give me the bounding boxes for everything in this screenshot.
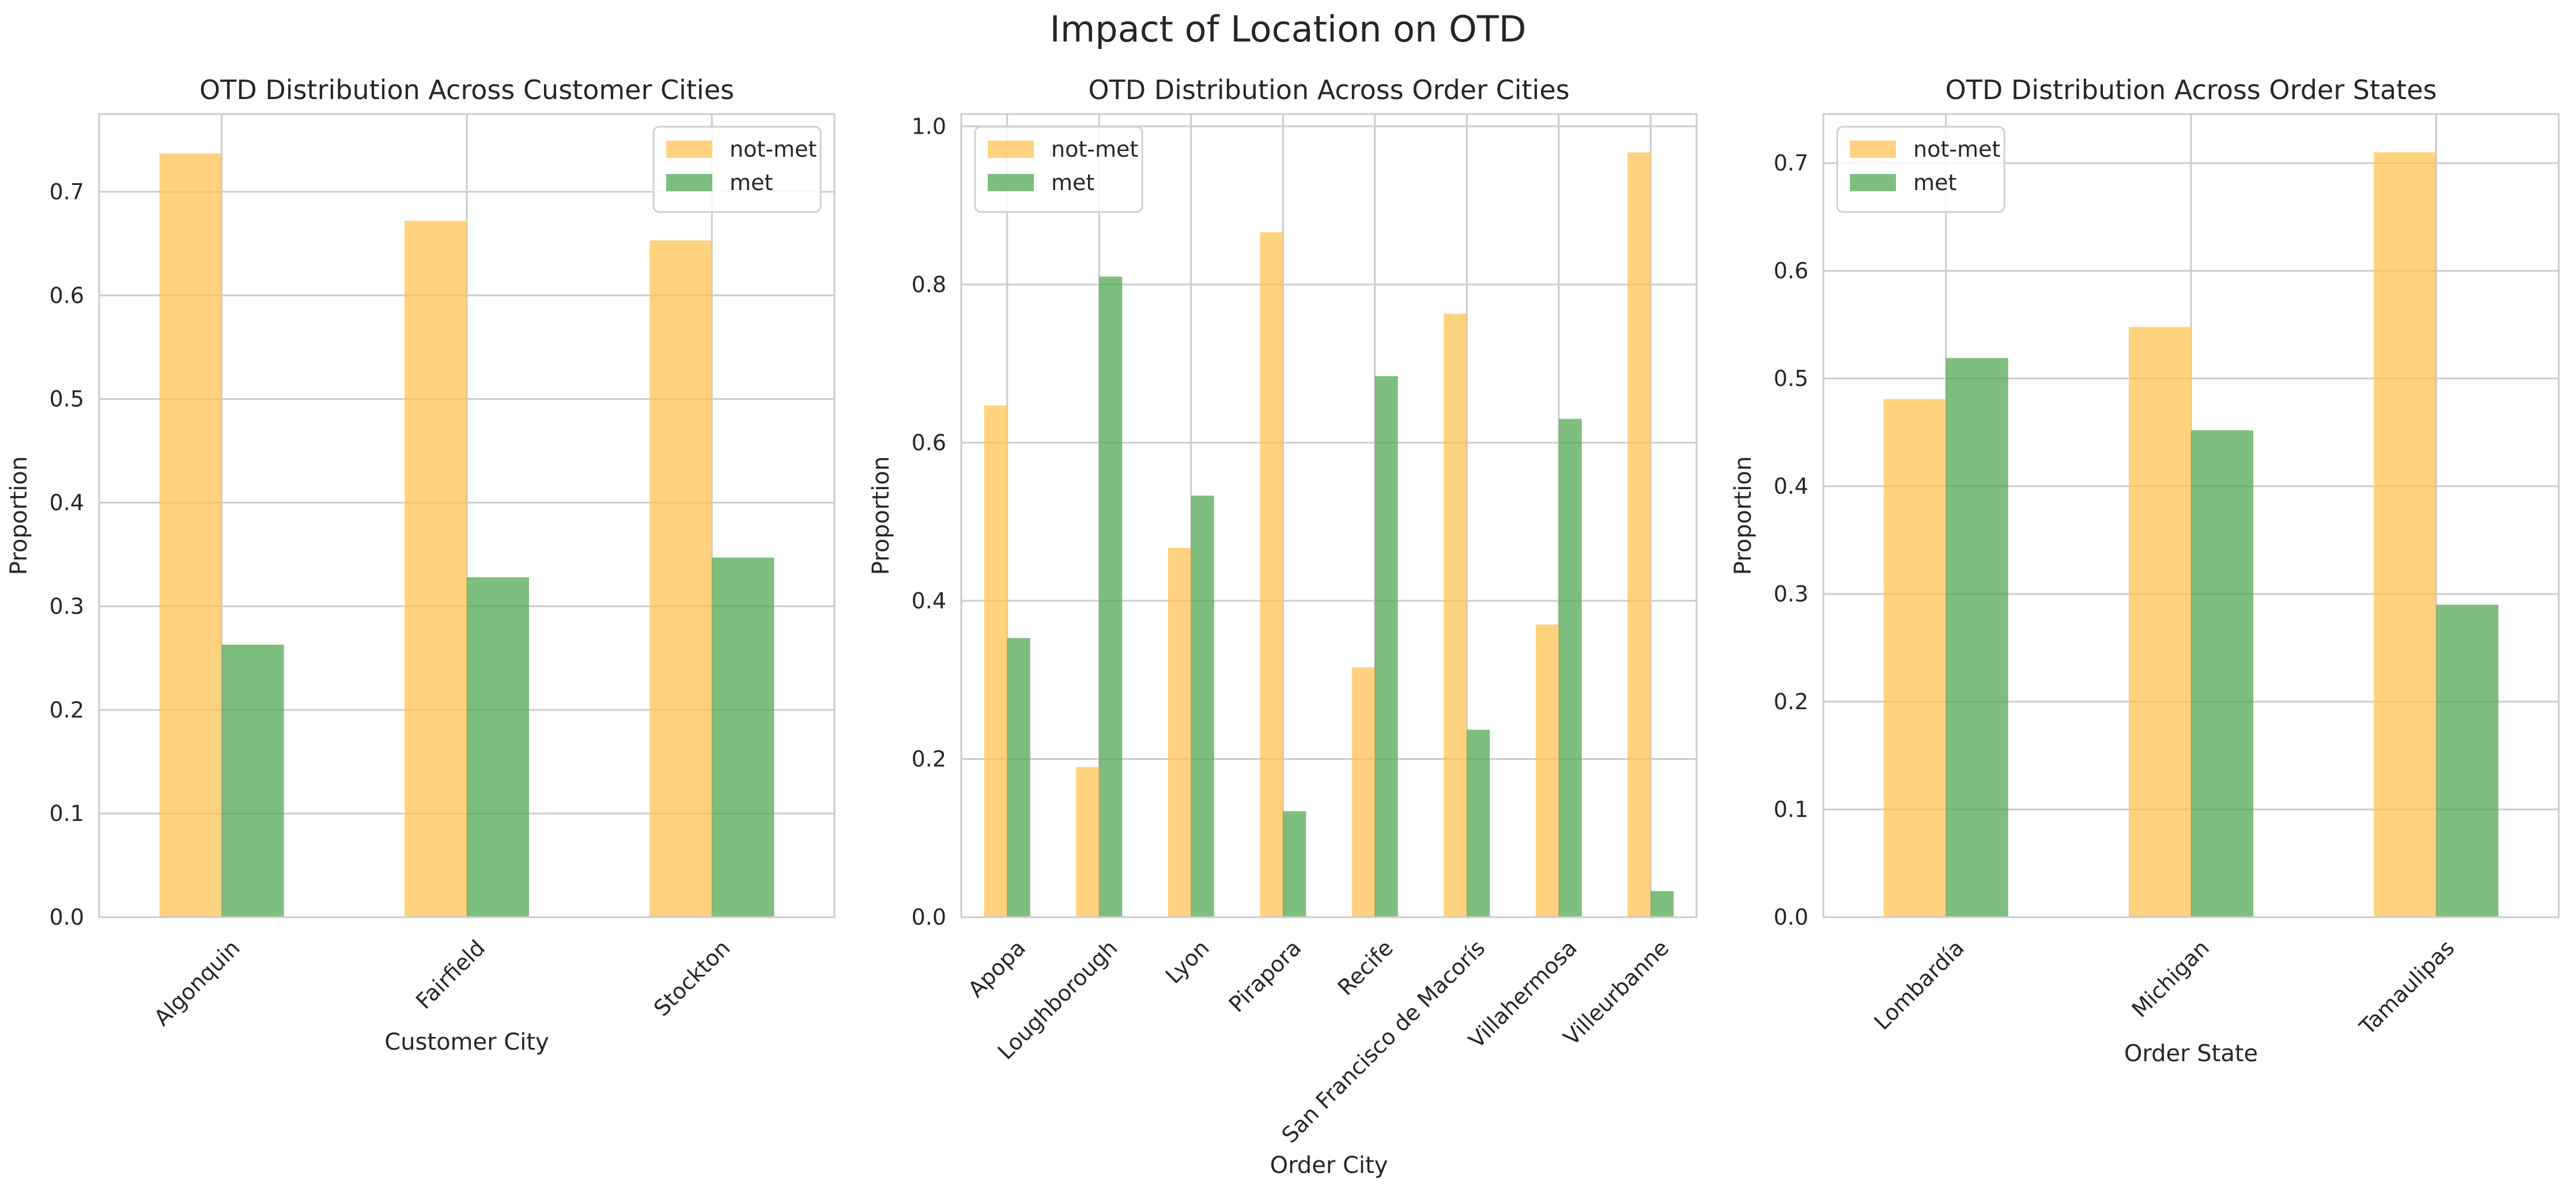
y-tick-label: 0.8 [912,272,946,297]
axes-frame [960,113,1698,918]
y-tick-label: 0.5 [1774,366,1808,391]
y-tick-label: 0.0 [912,904,946,930]
y-tick-label: 0.4 [1774,474,1808,499]
axes-frame [1822,113,2560,918]
chart-title: OTD Distribution Across Order States [1946,74,2437,105]
y-tick-label: 0.4 [912,588,946,614]
y-axis-label: Proportion [1730,456,1757,575]
legend-swatch-not-met [988,141,1034,158]
chart-title: OTD Distribution Across Order Cities [1088,74,1569,105]
bar-met-p2-1 [2191,430,2253,917]
bar-not-met-p0-1 [405,221,467,917]
y-tick-label: 0.2 [50,697,84,722]
y-tick-label: 0.3 [1774,581,1808,607]
bar-met-p1-2 [1191,495,1214,917]
bar-met-p0-1 [467,577,529,917]
bar-met-p1-4 [1374,376,1398,917]
legend-label-met: met [1913,170,1956,195]
legend: not-met met [1836,126,2005,213]
figure-title: Impact of Location on OTD [1050,8,1527,50]
bar-met-p1-0 [1007,638,1030,917]
bar-met-p1-3 [1283,811,1306,917]
y-tick-label: 0.7 [50,179,84,205]
bar-not-met-p2-1 [2129,327,2191,917]
y-tick-label: 0.0 [1774,904,1808,930]
y-tick-label: 0.1 [1774,797,1808,822]
legend: not-met met [974,126,1143,213]
bar-met-p1-6 [1558,419,1582,917]
bar-met-p1-7 [1650,891,1674,917]
legend: not-met met [652,126,822,213]
legend-swatch-not-met [1850,141,1896,158]
bar-not-met-p2-0 [1883,399,1946,917]
x-axis-label: Customer City [384,1029,549,1055]
y-tick-label: 0.6 [1774,258,1808,283]
bar-not-met-p1-0 [984,405,1007,917]
legend-swatch-met [988,174,1034,191]
y-tick-label: 0.2 [912,746,946,771]
bar-not-met-p2-2 [2374,152,2437,917]
axes-frame [98,113,836,918]
legend-label-met: met [1051,170,1094,195]
y-tick-label: 0.0 [50,904,84,930]
y-tick-label: 1.0 [912,113,946,139]
bar-not-met-p1-5 [1444,313,1467,917]
legend-swatch-met [666,174,712,191]
bar-not-met-p1-3 [1260,232,1283,917]
legend-label-not-met: not-met [730,137,817,162]
y-axis-label: Proportion [6,456,32,575]
bar-not-met-p0-2 [649,240,712,917]
bar-not-met-p0-0 [159,153,222,918]
y-tick-label: 0.6 [912,430,946,455]
y-tick-label: 0.4 [50,490,84,516]
bar-met-p0-0 [221,644,284,917]
chart-title: OTD Distribution Across Customer Cities [199,74,734,105]
bar-met-p0-2 [712,557,775,917]
bar-not-met-p1-6 [1535,625,1559,917]
y-tick-label: 0.3 [50,593,84,619]
legend-label-not-met: not-met [1913,137,2000,162]
bar-not-met-p1-2 [1168,547,1191,917]
bar-met-p2-2 [2436,604,2499,917]
y-tick-label: 0.5 [50,387,84,412]
x-axis-label: Order State [2124,1040,2258,1067]
bar-met-p2-0 [1946,358,2008,917]
y-tick-label: 0.1 [50,801,84,826]
legend-swatch-met [1850,174,1896,191]
y-tick-label: 0.7 [1774,150,1808,176]
legend-label-met: met [730,170,773,195]
y-tick-label: 0.2 [1774,689,1808,714]
x-axis-label: Order City [1270,1152,1388,1179]
legend-label-not-met: not-met [1051,137,1138,162]
bar-met-p1-5 [1467,729,1490,917]
bar-met-p1-1 [1099,277,1123,918]
legend-swatch-not-met [666,141,712,158]
y-axis-label: Proportion [868,456,894,575]
y-tick-label: 0.6 [50,283,84,308]
bar-not-met-p1-4 [1351,667,1375,917]
bar-not-met-p1-7 [1627,152,1651,918]
bar-not-met-p1-1 [1076,767,1100,917]
